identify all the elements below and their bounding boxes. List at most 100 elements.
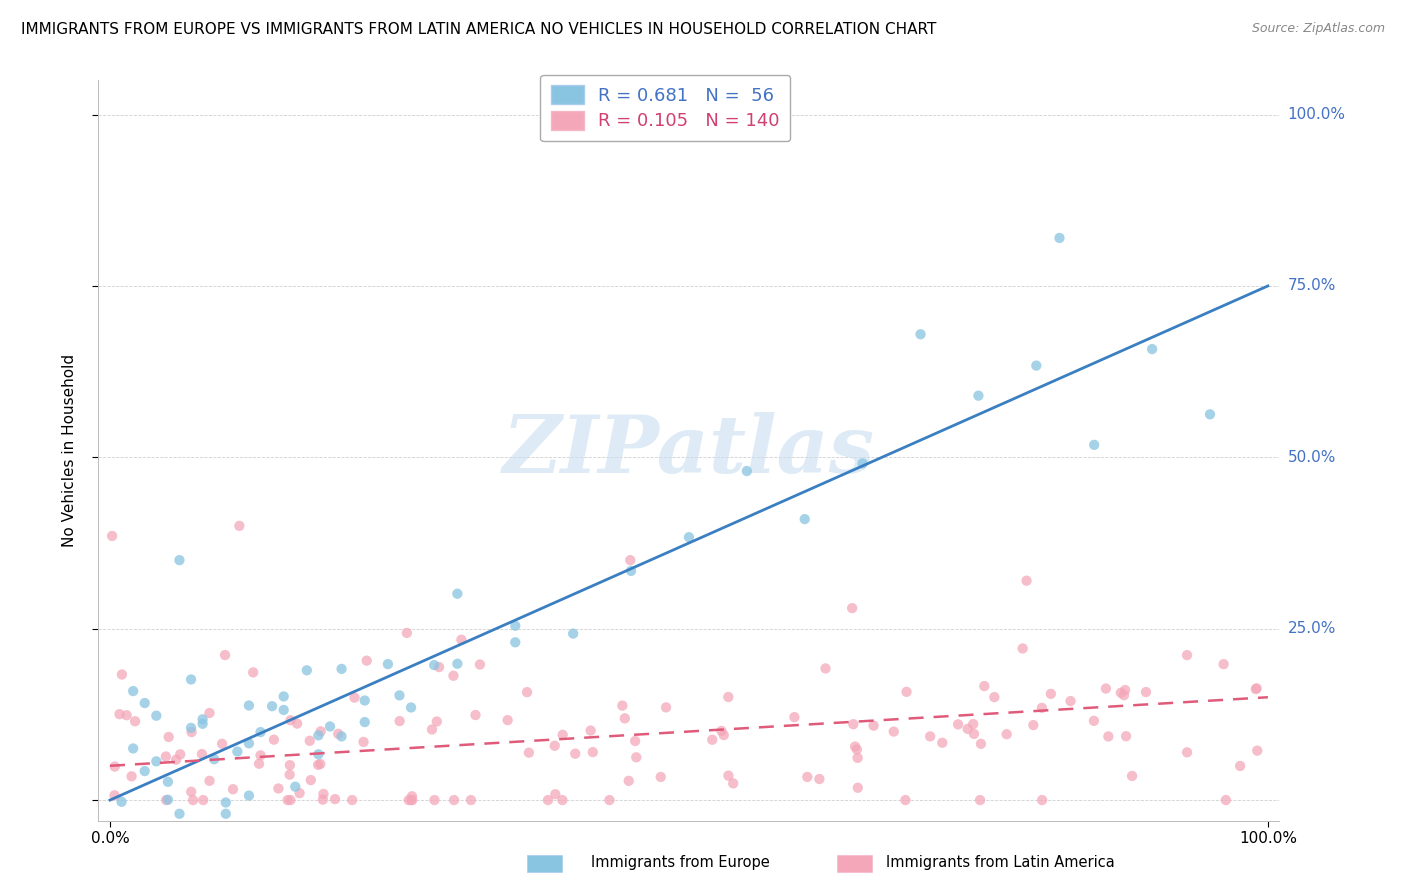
Point bbox=[450, 632, 472, 647]
Point bbox=[1212, 657, 1234, 672]
Point bbox=[721, 776, 744, 790]
Point bbox=[967, 389, 990, 403]
Point bbox=[464, 708, 486, 723]
Point bbox=[946, 717, 969, 731]
Point bbox=[598, 793, 620, 807]
Point bbox=[238, 789, 260, 803]
Point bbox=[564, 747, 586, 761]
Point bbox=[579, 723, 602, 738]
Point bbox=[180, 673, 202, 687]
Point bbox=[783, 710, 806, 724]
Point bbox=[273, 703, 295, 717]
Point bbox=[169, 806, 191, 821]
Point bbox=[537, 793, 560, 807]
Point bbox=[1022, 718, 1045, 732]
Point bbox=[678, 530, 700, 544]
Point bbox=[156, 774, 179, 789]
Point bbox=[285, 716, 308, 731]
Point bbox=[796, 770, 818, 784]
Point bbox=[115, 708, 138, 723]
Point bbox=[247, 756, 270, 771]
Point bbox=[312, 787, 335, 801]
Point bbox=[841, 601, 863, 615]
Point bbox=[970, 737, 993, 751]
Point bbox=[198, 706, 221, 720]
Point bbox=[280, 713, 302, 727]
Text: ZIPatlas: ZIPatlas bbox=[503, 412, 875, 489]
Point bbox=[1095, 681, 1118, 696]
Text: Immigrants from Latin America: Immigrants from Latin America bbox=[886, 855, 1115, 870]
Point bbox=[226, 745, 249, 759]
Point bbox=[1109, 686, 1132, 700]
Point bbox=[121, 769, 143, 783]
Point bbox=[262, 699, 284, 714]
Point bbox=[307, 757, 329, 772]
Point bbox=[356, 654, 378, 668]
Point bbox=[124, 714, 146, 729]
Point bbox=[180, 725, 202, 739]
Point bbox=[110, 795, 132, 809]
Point bbox=[842, 717, 865, 731]
Point bbox=[353, 714, 375, 729]
Point bbox=[516, 685, 538, 699]
Point bbox=[1246, 681, 1268, 696]
Point bbox=[399, 700, 422, 714]
Point bbox=[426, 714, 449, 729]
Point bbox=[846, 780, 869, 795]
Point bbox=[1015, 574, 1038, 588]
Point bbox=[198, 773, 221, 788]
Point bbox=[295, 663, 318, 677]
Text: Source: ZipAtlas.com: Source: ZipAtlas.com bbox=[1251, 22, 1385, 36]
Point bbox=[503, 635, 526, 649]
Point bbox=[280, 793, 302, 807]
Point bbox=[238, 698, 260, 713]
Point bbox=[377, 657, 399, 672]
Point bbox=[503, 619, 526, 633]
Point bbox=[328, 727, 350, 741]
Point bbox=[145, 708, 167, 723]
Point bbox=[468, 657, 491, 672]
Point bbox=[443, 793, 465, 807]
Text: 25.0%: 25.0% bbox=[1288, 621, 1336, 636]
Point bbox=[169, 553, 191, 567]
Point bbox=[814, 661, 837, 675]
Point bbox=[717, 690, 740, 704]
Point bbox=[702, 732, 724, 747]
Point bbox=[551, 793, 574, 807]
Point bbox=[1244, 682, 1267, 697]
Point bbox=[1175, 745, 1198, 759]
Point bbox=[191, 712, 214, 726]
Point bbox=[620, 564, 643, 578]
Point bbox=[398, 793, 420, 807]
Point bbox=[307, 747, 329, 762]
Point bbox=[910, 327, 932, 342]
Point bbox=[249, 725, 271, 739]
Point bbox=[1097, 730, 1119, 744]
Point bbox=[443, 669, 465, 683]
Point bbox=[852, 456, 875, 470]
Point bbox=[395, 626, 418, 640]
Point bbox=[202, 752, 225, 766]
Point bbox=[323, 792, 346, 806]
Point bbox=[544, 787, 567, 801]
Point bbox=[544, 739, 567, 753]
Point bbox=[931, 736, 953, 750]
Point bbox=[1246, 744, 1268, 758]
Point bbox=[309, 724, 332, 739]
Point bbox=[298, 733, 321, 747]
Text: 75.0%: 75.0% bbox=[1288, 278, 1336, 293]
Point bbox=[969, 793, 991, 807]
Point bbox=[655, 700, 678, 714]
Point bbox=[122, 741, 145, 756]
Text: 50.0%: 50.0% bbox=[1288, 450, 1336, 465]
Point bbox=[983, 690, 1005, 705]
Text: Immigrants from Europe: Immigrants from Europe bbox=[591, 855, 769, 870]
Point bbox=[963, 727, 986, 741]
Point bbox=[626, 750, 648, 764]
Point bbox=[238, 736, 260, 750]
Point bbox=[613, 711, 636, 725]
Point bbox=[735, 464, 758, 478]
Point bbox=[215, 806, 238, 821]
Point bbox=[101, 529, 124, 543]
Point bbox=[1199, 407, 1222, 421]
